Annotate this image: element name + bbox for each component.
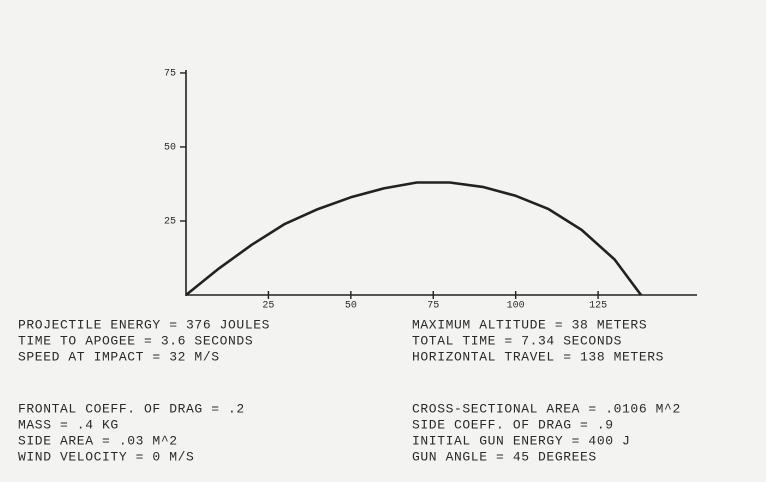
info-line: SIDE COEFF. OF DRAG = .9 [412,417,614,432]
x-tick-label: 75 [427,301,439,312]
info-line: HORIZONTAL TRAVEL = 138 METERS [412,349,664,364]
info-line: MAXIMUM ALTITUDE = 38 METERS [412,317,647,332]
trajectory [185,181,643,297]
x-tick-label: 25 [262,301,274,312]
info-line: SIDE AREA = .03 M^2 [18,433,178,448]
y-tick-label: 25 [164,217,176,228]
info-line: TOTAL TIME = 7.34 SECONDS [412,333,622,348]
x-tick-label: 50 [345,301,357,312]
info-line: PROJECTILE ENERGY = 376 JOULES [18,317,270,332]
info-line: MASS = .4 KG [18,417,119,432]
info-line: SPEED AT IMPACT = 32 M/S [18,349,220,364]
info-line: INITIAL GUN ENERGY = 400 J [412,433,630,448]
info-line: FRONTAL COEFF. OF DRAG = .2 [18,401,245,416]
info-line: CROSS-SECTIONAL AREA = .0106 M^2 [412,401,681,416]
x-tick-label: 100 [507,301,525,312]
x-tick-label: 125 [589,301,607,312]
y-tick-label: 75 [164,69,176,80]
info-line: TIME TO APOGEE = 3.6 SECONDS [18,333,253,348]
info-line: WIND VELOCITY = 0 M/S [18,449,194,464]
y-tick-label: 50 [164,143,176,154]
info-line: GUN ANGLE = 45 DEGREES [412,449,597,464]
